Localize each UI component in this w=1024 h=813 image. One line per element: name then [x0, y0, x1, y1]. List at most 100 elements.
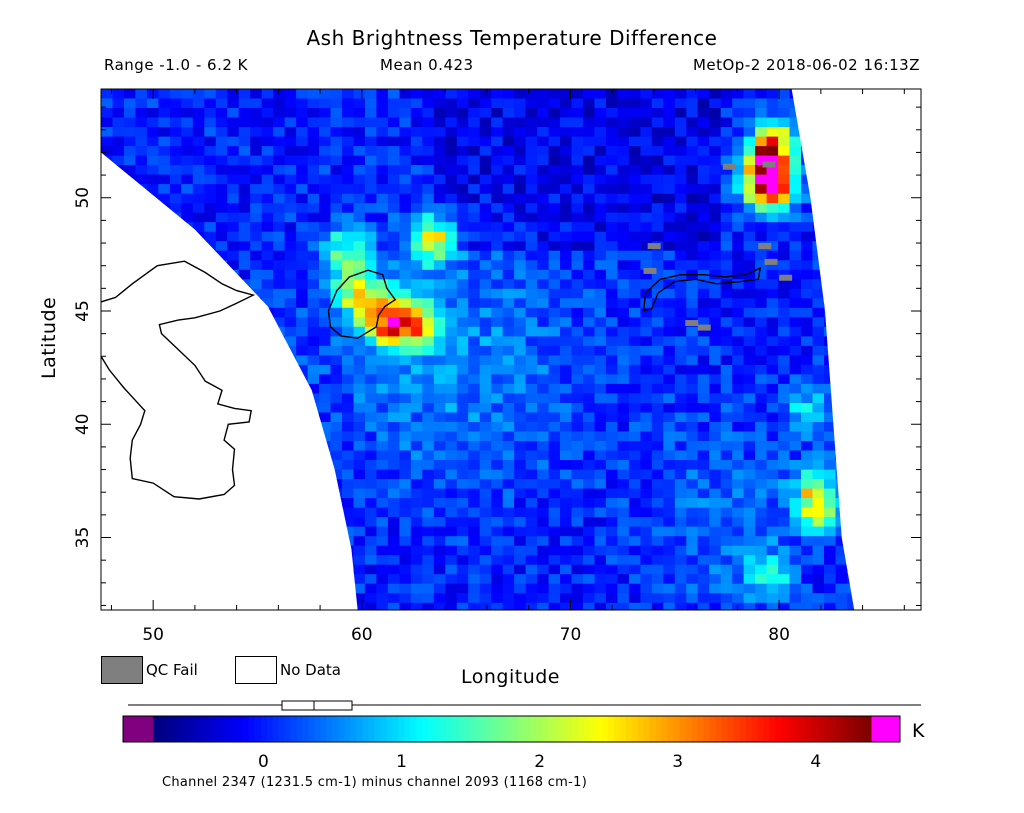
heat-cell: [422, 517, 435, 528]
heat-cell: [204, 460, 217, 471]
heat-cell: [732, 203, 745, 214]
heat-cell: [433, 507, 446, 518]
heat-cell: [307, 583, 320, 594]
heat-cell: [720, 383, 733, 394]
heat-cell: [364, 517, 377, 528]
heat-cell: [296, 555, 309, 566]
heat-cell: [342, 288, 355, 299]
heat-cell: [686, 155, 699, 166]
heat-cell: [835, 136, 848, 147]
heat-cell: [571, 108, 584, 119]
heat-cell: [766, 260, 779, 271]
heat-cell: [537, 431, 550, 442]
heat-cell: [433, 403, 446, 414]
heat-cell: [789, 222, 802, 233]
heat-cell: [766, 602, 779, 610]
heat-cell: [720, 602, 733, 610]
heat-cell: [812, 336, 825, 347]
heat-cell: [628, 564, 641, 575]
heat-cell: [101, 374, 114, 385]
heat-cell: [422, 136, 435, 147]
heat-cell: [583, 545, 596, 556]
heat-cell: [571, 602, 584, 610]
heat-cell: [766, 279, 779, 290]
heat-cell: [135, 507, 148, 518]
heat-cell: [514, 450, 527, 461]
heat-cell: [273, 612, 285, 622]
heat-cell: [571, 517, 584, 528]
heat-cell: [605, 288, 618, 299]
heat-cell: [387, 279, 400, 290]
heat-cell: [605, 383, 618, 394]
heat-cell: [227, 165, 240, 176]
heat-cell: [502, 269, 515, 280]
heat-cell: [743, 450, 756, 461]
heat-cell: [663, 555, 676, 566]
heat-cell: [686, 146, 699, 157]
heat-cell: [812, 441, 825, 452]
heat-cell: [273, 136, 286, 147]
heat-cell: [319, 383, 332, 394]
heat-cell: [674, 345, 687, 356]
heat-cell: [135, 469, 148, 480]
heat-cell: [410, 193, 423, 204]
heat-cell: [651, 336, 664, 347]
heat-cell: [628, 469, 641, 480]
heat-cell: [387, 326, 400, 337]
heat-cell: [181, 593, 194, 604]
heat-cell: [904, 574, 916, 584]
heat-cell: [376, 450, 389, 461]
heat-cell: [548, 545, 561, 556]
colorbar-segment: [625, 716, 633, 742]
heat-cell: [605, 89, 618, 100]
heat-cell: [720, 326, 733, 337]
heat-cell: [364, 279, 377, 290]
heat-cell: [124, 127, 137, 138]
heat-cell: [858, 241, 870, 251]
heat-cell: [824, 165, 837, 176]
heat-cell: [250, 260, 263, 271]
heat-cell: [651, 117, 664, 128]
heat-cell: [468, 298, 481, 309]
heat-cell: [399, 355, 412, 366]
heat-cell: [605, 564, 618, 575]
heat-cell: [617, 536, 630, 547]
heat-cell: [824, 250, 837, 261]
heat-cell: [766, 441, 779, 452]
heat-cell: [192, 526, 205, 537]
heat-cell: [307, 279, 320, 290]
heat-cell: [514, 165, 527, 176]
heat-cell: [135, 374, 148, 385]
heat-cell: [135, 498, 148, 509]
heat-cell: [537, 479, 550, 490]
heat-cell: [273, 108, 286, 119]
heat-cell: [204, 374, 217, 385]
heat-cell: [766, 136, 779, 147]
heat-cell: [743, 526, 756, 537]
heat-cell: [835, 355, 848, 366]
heat-cell: [525, 317, 538, 328]
heat-cell: [502, 336, 515, 347]
heat-cell: [881, 603, 893, 613]
heat-cell: [548, 555, 561, 566]
heat-cell: [445, 403, 458, 414]
heat-cell: [445, 336, 458, 347]
heat-cell: [433, 117, 446, 128]
heat-cell: [605, 260, 618, 271]
qc-fail-cell: [762, 161, 776, 168]
heat-cell: [261, 269, 274, 280]
colorbar-segment: [535, 716, 543, 742]
heat-cell: [479, 288, 492, 299]
heat-cell: [755, 307, 768, 318]
heat-cell: [468, 517, 481, 528]
heat-cell: [835, 279, 848, 290]
heat-cell: [801, 146, 814, 157]
heat-cell: [617, 165, 630, 176]
heat-cell: [250, 498, 263, 509]
heat-cell: [720, 479, 733, 490]
heat-cell: [674, 146, 687, 157]
heat-cell: [376, 345, 389, 356]
heat-cell: [181, 364, 194, 375]
heat-cell: [491, 441, 504, 452]
heat-cell: [491, 393, 504, 404]
